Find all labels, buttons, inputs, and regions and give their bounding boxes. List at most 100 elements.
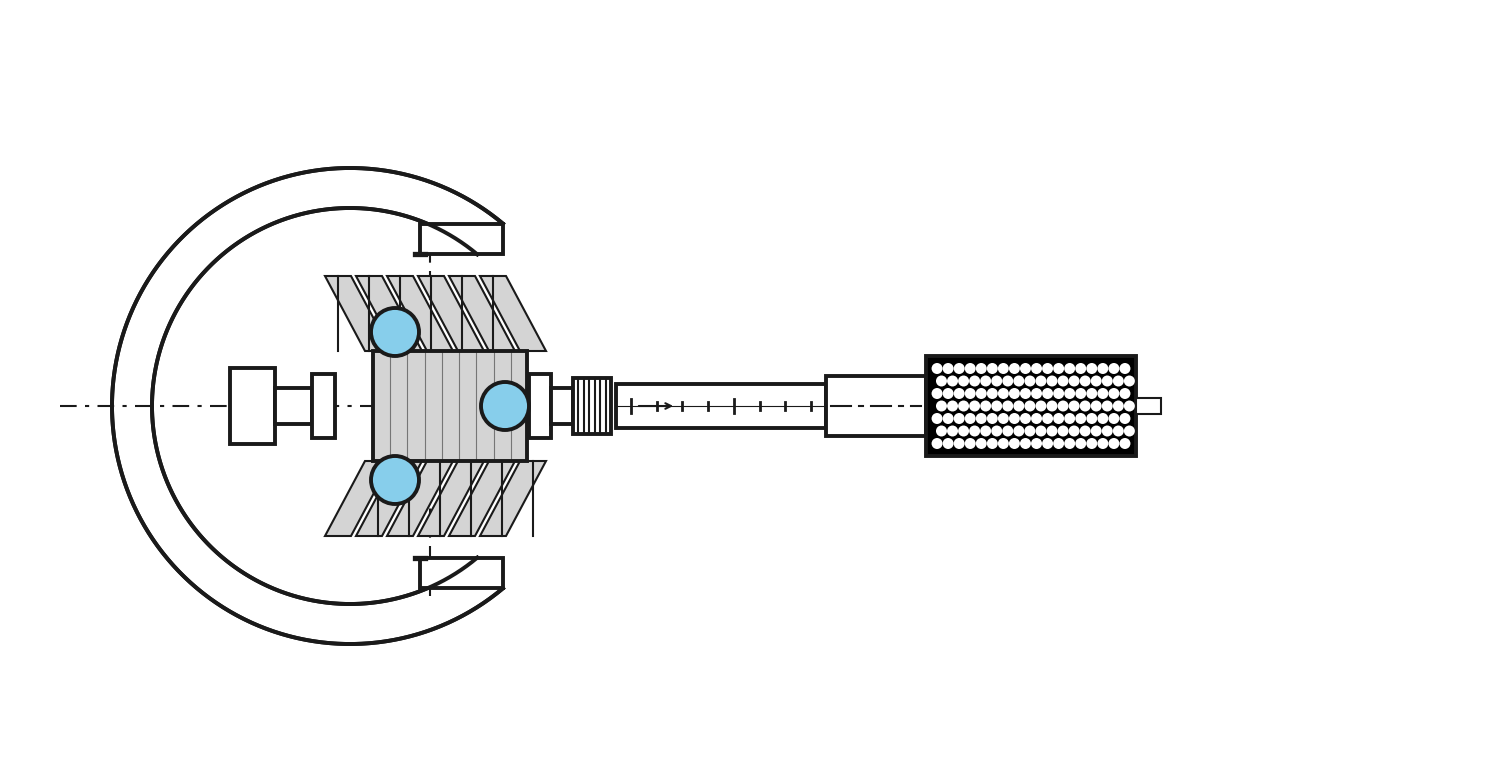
Polygon shape: [312, 374, 334, 438]
Polygon shape: [356, 276, 422, 351]
Circle shape: [987, 413, 998, 424]
Circle shape: [1108, 413, 1119, 424]
Circle shape: [1064, 363, 1076, 374]
Circle shape: [1086, 363, 1098, 374]
Circle shape: [942, 388, 954, 399]
Circle shape: [1080, 425, 1090, 436]
Circle shape: [1102, 400, 1113, 411]
Polygon shape: [448, 461, 514, 536]
Circle shape: [1113, 400, 1124, 411]
Circle shape: [976, 413, 987, 424]
Circle shape: [1010, 388, 1020, 399]
Circle shape: [1042, 363, 1053, 374]
Circle shape: [1119, 388, 1131, 399]
Circle shape: [1020, 388, 1031, 399]
Circle shape: [1064, 413, 1076, 424]
Circle shape: [1035, 425, 1047, 436]
Circle shape: [954, 363, 964, 374]
Circle shape: [932, 363, 942, 374]
Circle shape: [980, 425, 992, 436]
Circle shape: [1102, 376, 1113, 386]
Circle shape: [1030, 413, 1042, 424]
Circle shape: [370, 308, 419, 356]
Circle shape: [936, 425, 946, 436]
Circle shape: [1098, 413, 1108, 424]
Circle shape: [1020, 413, 1031, 424]
Polygon shape: [419, 276, 484, 351]
Circle shape: [976, 363, 987, 374]
Polygon shape: [356, 461, 422, 536]
Circle shape: [954, 438, 964, 449]
Circle shape: [1090, 400, 1101, 411]
Circle shape: [1010, 438, 1020, 449]
Circle shape: [1086, 413, 1098, 424]
Polygon shape: [480, 276, 546, 351]
Polygon shape: [926, 356, 1136, 456]
Circle shape: [1090, 376, 1101, 386]
Polygon shape: [420, 223, 503, 255]
Circle shape: [969, 376, 980, 386]
Circle shape: [958, 376, 969, 386]
Polygon shape: [420, 558, 503, 588]
Circle shape: [1098, 388, 1108, 399]
Polygon shape: [387, 276, 453, 351]
Circle shape: [1058, 425, 1068, 436]
Circle shape: [936, 400, 946, 411]
Circle shape: [958, 425, 969, 436]
Circle shape: [1068, 376, 1080, 386]
Circle shape: [946, 425, 958, 436]
Circle shape: [1042, 438, 1053, 449]
Circle shape: [1113, 425, 1124, 436]
Circle shape: [1124, 425, 1136, 436]
Circle shape: [1064, 388, 1076, 399]
Polygon shape: [274, 388, 312, 424]
Circle shape: [964, 363, 975, 374]
Circle shape: [932, 438, 942, 449]
Polygon shape: [112, 168, 502, 644]
Circle shape: [954, 413, 964, 424]
Polygon shape: [419, 461, 484, 536]
Circle shape: [1047, 400, 1058, 411]
Circle shape: [998, 363, 1010, 374]
Circle shape: [1002, 400, 1014, 411]
Polygon shape: [827, 376, 926, 436]
Circle shape: [1080, 376, 1090, 386]
Circle shape: [1020, 363, 1031, 374]
Polygon shape: [530, 374, 550, 438]
Circle shape: [946, 376, 958, 386]
Polygon shape: [230, 368, 274, 444]
Circle shape: [1119, 413, 1131, 424]
Circle shape: [1020, 438, 1031, 449]
Polygon shape: [387, 461, 453, 536]
Circle shape: [976, 388, 987, 399]
Circle shape: [1086, 438, 1098, 449]
Circle shape: [1014, 400, 1025, 411]
Circle shape: [1053, 388, 1064, 399]
Circle shape: [1108, 438, 1119, 449]
Circle shape: [1002, 376, 1014, 386]
Circle shape: [1002, 425, 1014, 436]
Polygon shape: [573, 378, 610, 434]
Polygon shape: [326, 461, 392, 536]
Circle shape: [942, 413, 954, 424]
Circle shape: [992, 400, 1002, 411]
Circle shape: [1047, 376, 1058, 386]
Circle shape: [1010, 363, 1020, 374]
Circle shape: [1076, 363, 1086, 374]
Circle shape: [1098, 438, 1108, 449]
Polygon shape: [448, 276, 514, 351]
Circle shape: [976, 438, 987, 449]
Polygon shape: [616, 384, 827, 428]
Circle shape: [1035, 376, 1047, 386]
Circle shape: [958, 400, 969, 411]
Circle shape: [980, 376, 992, 386]
Circle shape: [1090, 425, 1101, 436]
Circle shape: [932, 388, 942, 399]
Circle shape: [370, 456, 419, 504]
Circle shape: [969, 425, 980, 436]
Circle shape: [1068, 425, 1080, 436]
Circle shape: [1098, 363, 1108, 374]
Circle shape: [980, 400, 992, 411]
Circle shape: [1024, 425, 1035, 436]
Polygon shape: [326, 276, 392, 351]
